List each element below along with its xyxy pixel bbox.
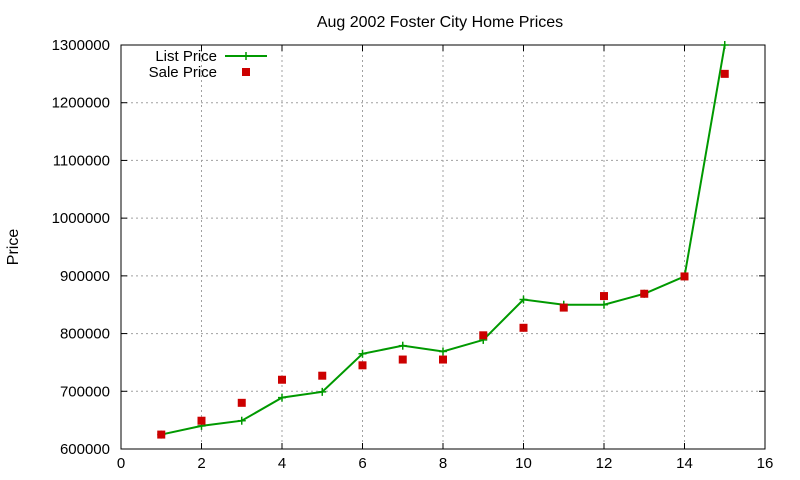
sale-price-point — [600, 292, 608, 301]
x-tick-label: 6 — [358, 455, 366, 472]
y-tick-label: 1000000 — [52, 210, 110, 227]
sale-price-point — [439, 355, 447, 364]
y-tick-label: 700000 — [60, 383, 110, 400]
sale-price-point — [157, 430, 166, 439]
y-tick-label: 1200000 — [52, 95, 110, 112]
sale-price-point — [398, 355, 407, 364]
x-tick-label: 4 — [278, 455, 286, 472]
sale-price-point — [559, 303, 568, 312]
series-layer — [157, 41, 729, 439]
y-axis-label: Price — [5, 229, 22, 266]
sale-price-point — [720, 69, 729, 78]
x-tick-label: 8 — [439, 455, 447, 472]
x-tick-label: 2 — [197, 455, 205, 472]
grid-layer — [121, 45, 765, 449]
list-price-point — [519, 295, 528, 304]
y-tick-label: 600000 — [60, 441, 110, 458]
list-price-point — [237, 416, 246, 425]
x-tick-label: 14 — [676, 455, 693, 472]
list-price-point — [398, 341, 407, 350]
sale-price-point — [237, 398, 246, 407]
tick-layer: 0 2 4 6 8 10 12 14 16 600000 700000 800000 900000 100… — [52, 37, 774, 472]
list-price-point — [439, 347, 447, 356]
list-price-point — [600, 300, 608, 309]
list-price-point — [278, 393, 286, 402]
y-tick-label: 800000 — [60, 326, 110, 343]
list-price-legend-marker — [242, 52, 250, 60]
y-tick-label: 900000 — [60, 268, 110, 285]
sale-price-point — [479, 331, 488, 340]
x-tick-label: 10 — [515, 455, 532, 472]
chart-title: Aug 2002 Foster City Home Prices — [317, 14, 563, 31]
sale-price-point — [680, 272, 689, 281]
sale-price-point — [197, 416, 206, 425]
sale-price-point — [519, 323, 528, 332]
list-price-point — [358, 349, 367, 358]
sale-price-point — [278, 375, 286, 384]
sale-price-point — [358, 361, 367, 370]
sale-price-legend-marker — [242, 68, 250, 76]
x-tick-label: 0 — [117, 455, 125, 472]
list-price-point — [720, 41, 729, 49]
sale-price-point — [318, 371, 327, 380]
list-price-legend-label: List Price — [155, 48, 217, 65]
sale-price-point — [640, 289, 649, 298]
sale-price-legend-label: Sale Price — [149, 64, 217, 81]
x-tick-label: 12 — [596, 455, 613, 472]
y-tick-label: 1100000 — [53, 152, 110, 169]
list-price-point — [318, 387, 327, 396]
x-tick-label: 16 — [757, 455, 774, 472]
y-tick-label: 1300000 — [52, 37, 110, 54]
